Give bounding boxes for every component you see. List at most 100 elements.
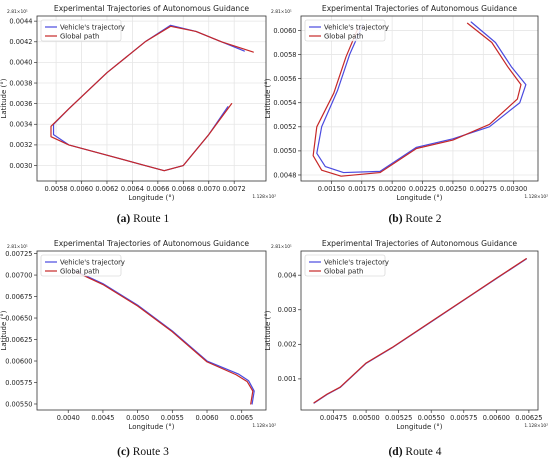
panels: 0.0058 0.0060 0.0062 0.0064 0.0066 0.0068 0.00… [0, 4, 548, 431]
y-tick-label: 0.0048 [273, 171, 296, 179]
x-tick-label: 0.00625 [515, 414, 542, 422]
chart-1: 0.0058 0.0060 0.0062 0.0064 0.0066 0.0068 0.00… [0, 4, 276, 202]
x-tick-label: 0.0062 [95, 185, 118, 193]
legend-label: Global path [324, 267, 363, 275]
series-line-global-path [312, 22, 522, 177]
x-offset-label: 1.128×10² [524, 194, 548, 200]
x-axis-label: Longitude (°) [396, 423, 442, 431]
chart-2: 0.00150 0.00175 0.00200 0.00225 0.00250 0.002… [264, 4, 548, 202]
plot-frame [300, 15, 539, 182]
x-tick-label: 0.0070 [197, 185, 220, 193]
y-tick-label: 0.00725 [5, 250, 32, 258]
x-tick-label: 0.0066 [146, 185, 169, 193]
y-axis-label: Latitude (°) [0, 310, 8, 350]
x-tick-label: 0.00550 [418, 414, 445, 422]
x-tick-label: 0.00575 [450, 414, 477, 422]
legend-box [304, 19, 386, 42]
x-tick-label: 0.00275 [470, 185, 497, 193]
y-offset-label: 2.81×10¹ [7, 244, 28, 250]
legend-box [304, 254, 386, 277]
x-axis-label: Longitude (°) [128, 423, 174, 431]
plot-frame [36, 250, 267, 411]
chart-title: Experimental Trajectories of Autonomous … [54, 4, 250, 13]
y-tick-label: 0.00600 [5, 357, 32, 365]
x-tick-label: 0.0060 [70, 185, 93, 193]
y-tick-label: 0.0034 [9, 121, 32, 129]
y-axis-label: Latitude (°) [0, 78, 8, 118]
x-tick-label: 0.00500 [352, 414, 379, 422]
y-tick-label: 0.0030 [9, 162, 32, 170]
x-tick-label: 0.00200 [379, 185, 406, 193]
y-offset-label: 2.81×10¹ [7, 9, 28, 15]
x-tick-label: 0.00250 [439, 185, 466, 193]
y-tick-label: 0.00675 [5, 293, 32, 301]
y-axis-label: Latitude (°) [264, 78, 272, 118]
legend-label: Vehicle's trajectory [60, 23, 125, 31]
x-tick-label: 0.00225 [409, 185, 436, 193]
y-tick-label: 0.0052 [273, 123, 296, 131]
y-tick-label: 0.003 [278, 306, 297, 314]
chart-title: Experimental Trajectories of Autonomous … [322, 4, 518, 13]
series-line-global-path [50, 25, 254, 172]
x-tick-label: 0.00150 [318, 185, 345, 193]
x-tick-label: 0.0055 [161, 414, 184, 422]
series-line-vehicle-trajectory [316, 21, 527, 174]
y-tick-label: 0.002 [278, 341, 297, 349]
x-tick-label: 0.0040 [57, 414, 80, 422]
x-offset-label: 1.128×10² [252, 194, 276, 200]
chart-3: 0.0040 0.0045 0.0050 0.0055 0.0060 0.0065 0.00… [0, 239, 276, 431]
y-tick-label: 0.001 [278, 375, 297, 383]
y-tick-label: 0.00550 [5, 400, 32, 408]
x-offset-label: 1.128×10² [524, 423, 548, 429]
y-tick-label: 0.0042 [9, 38, 32, 46]
y-tick-label: 0.0038 [9, 79, 32, 87]
y-offset-label: 2.81×10¹ [271, 244, 292, 250]
y-tick-label: 0.0058 [273, 51, 296, 59]
x-axis-label: Longitude (°) [396, 194, 442, 202]
x-tick-label: 0.0060 [195, 414, 218, 422]
chart-title: Experimental Trajectories of Autonomous … [54, 239, 250, 248]
x-tick-label: 0.0058 [45, 185, 68, 193]
legend-label: Global path [60, 267, 99, 275]
x-tick-label: 0.00600 [483, 414, 510, 422]
chart-title: Experimental Trajectories of Autonomous … [322, 239, 518, 248]
series-line-global-path [74, 271, 254, 405]
legend-label: Vehicle's trajectory [324, 258, 389, 266]
caption-a: (a) Route 1 [117, 213, 170, 225]
x-axis-label: Longitude (°) [128, 194, 174, 202]
y-tick-label: 0.0050 [273, 147, 296, 155]
caption-b: (b) Route 2 [388, 213, 441, 225]
y-tick-label: 0.00700 [5, 271, 32, 279]
y-offset-label: 2.81×10¹ [271, 9, 292, 15]
caption-c: (c) Route 3 [117, 446, 169, 458]
x-tick-label: 0.00475 [320, 414, 347, 422]
plot-frame [300, 250, 539, 411]
plot-frame [36, 15, 267, 182]
y-tick-label: 0.0040 [9, 59, 32, 67]
y-tick-label: 0.0054 [273, 99, 296, 107]
y-tick-label: 0.0032 [9, 141, 32, 149]
x-tick-label: 0.00300 [500, 185, 527, 193]
series-line-global-path [313, 258, 527, 404]
y-tick-label: 0.0044 [9, 17, 32, 25]
y-tick-label: 0.00625 [5, 336, 32, 344]
y-tick-label: 0.0056 [273, 75, 296, 83]
chart-4: 0.00475 0.00500 0.00525 0.00550 0.00575 0.006… [264, 239, 548, 431]
y-tick-label: 0.00650 [5, 314, 32, 322]
x-tick-label: 0.00525 [385, 414, 412, 422]
x-tick-label: 0.0068 [172, 185, 195, 193]
series-line-vehicle-trajectory [74, 270, 255, 405]
x-tick-label: 0.0072 [223, 185, 246, 193]
caption-d: (d) Route 4 [388, 446, 441, 458]
legend-label: Vehicle's trajectory [324, 23, 389, 31]
x-tick-label: 0.0064 [121, 185, 144, 193]
x-tick-label: 0.0045 [91, 414, 114, 422]
x-tick-label: 0.0050 [126, 414, 149, 422]
y-axis-label: Latitude (°) [264, 310, 272, 350]
y-tick-label: 0.004 [278, 271, 297, 279]
legend-box [40, 19, 122, 42]
legend-label: Global path [324, 32, 363, 40]
y-tick-label: 0.0060 [273, 27, 296, 35]
x-offset-label: 1.128×10² [252, 423, 276, 429]
